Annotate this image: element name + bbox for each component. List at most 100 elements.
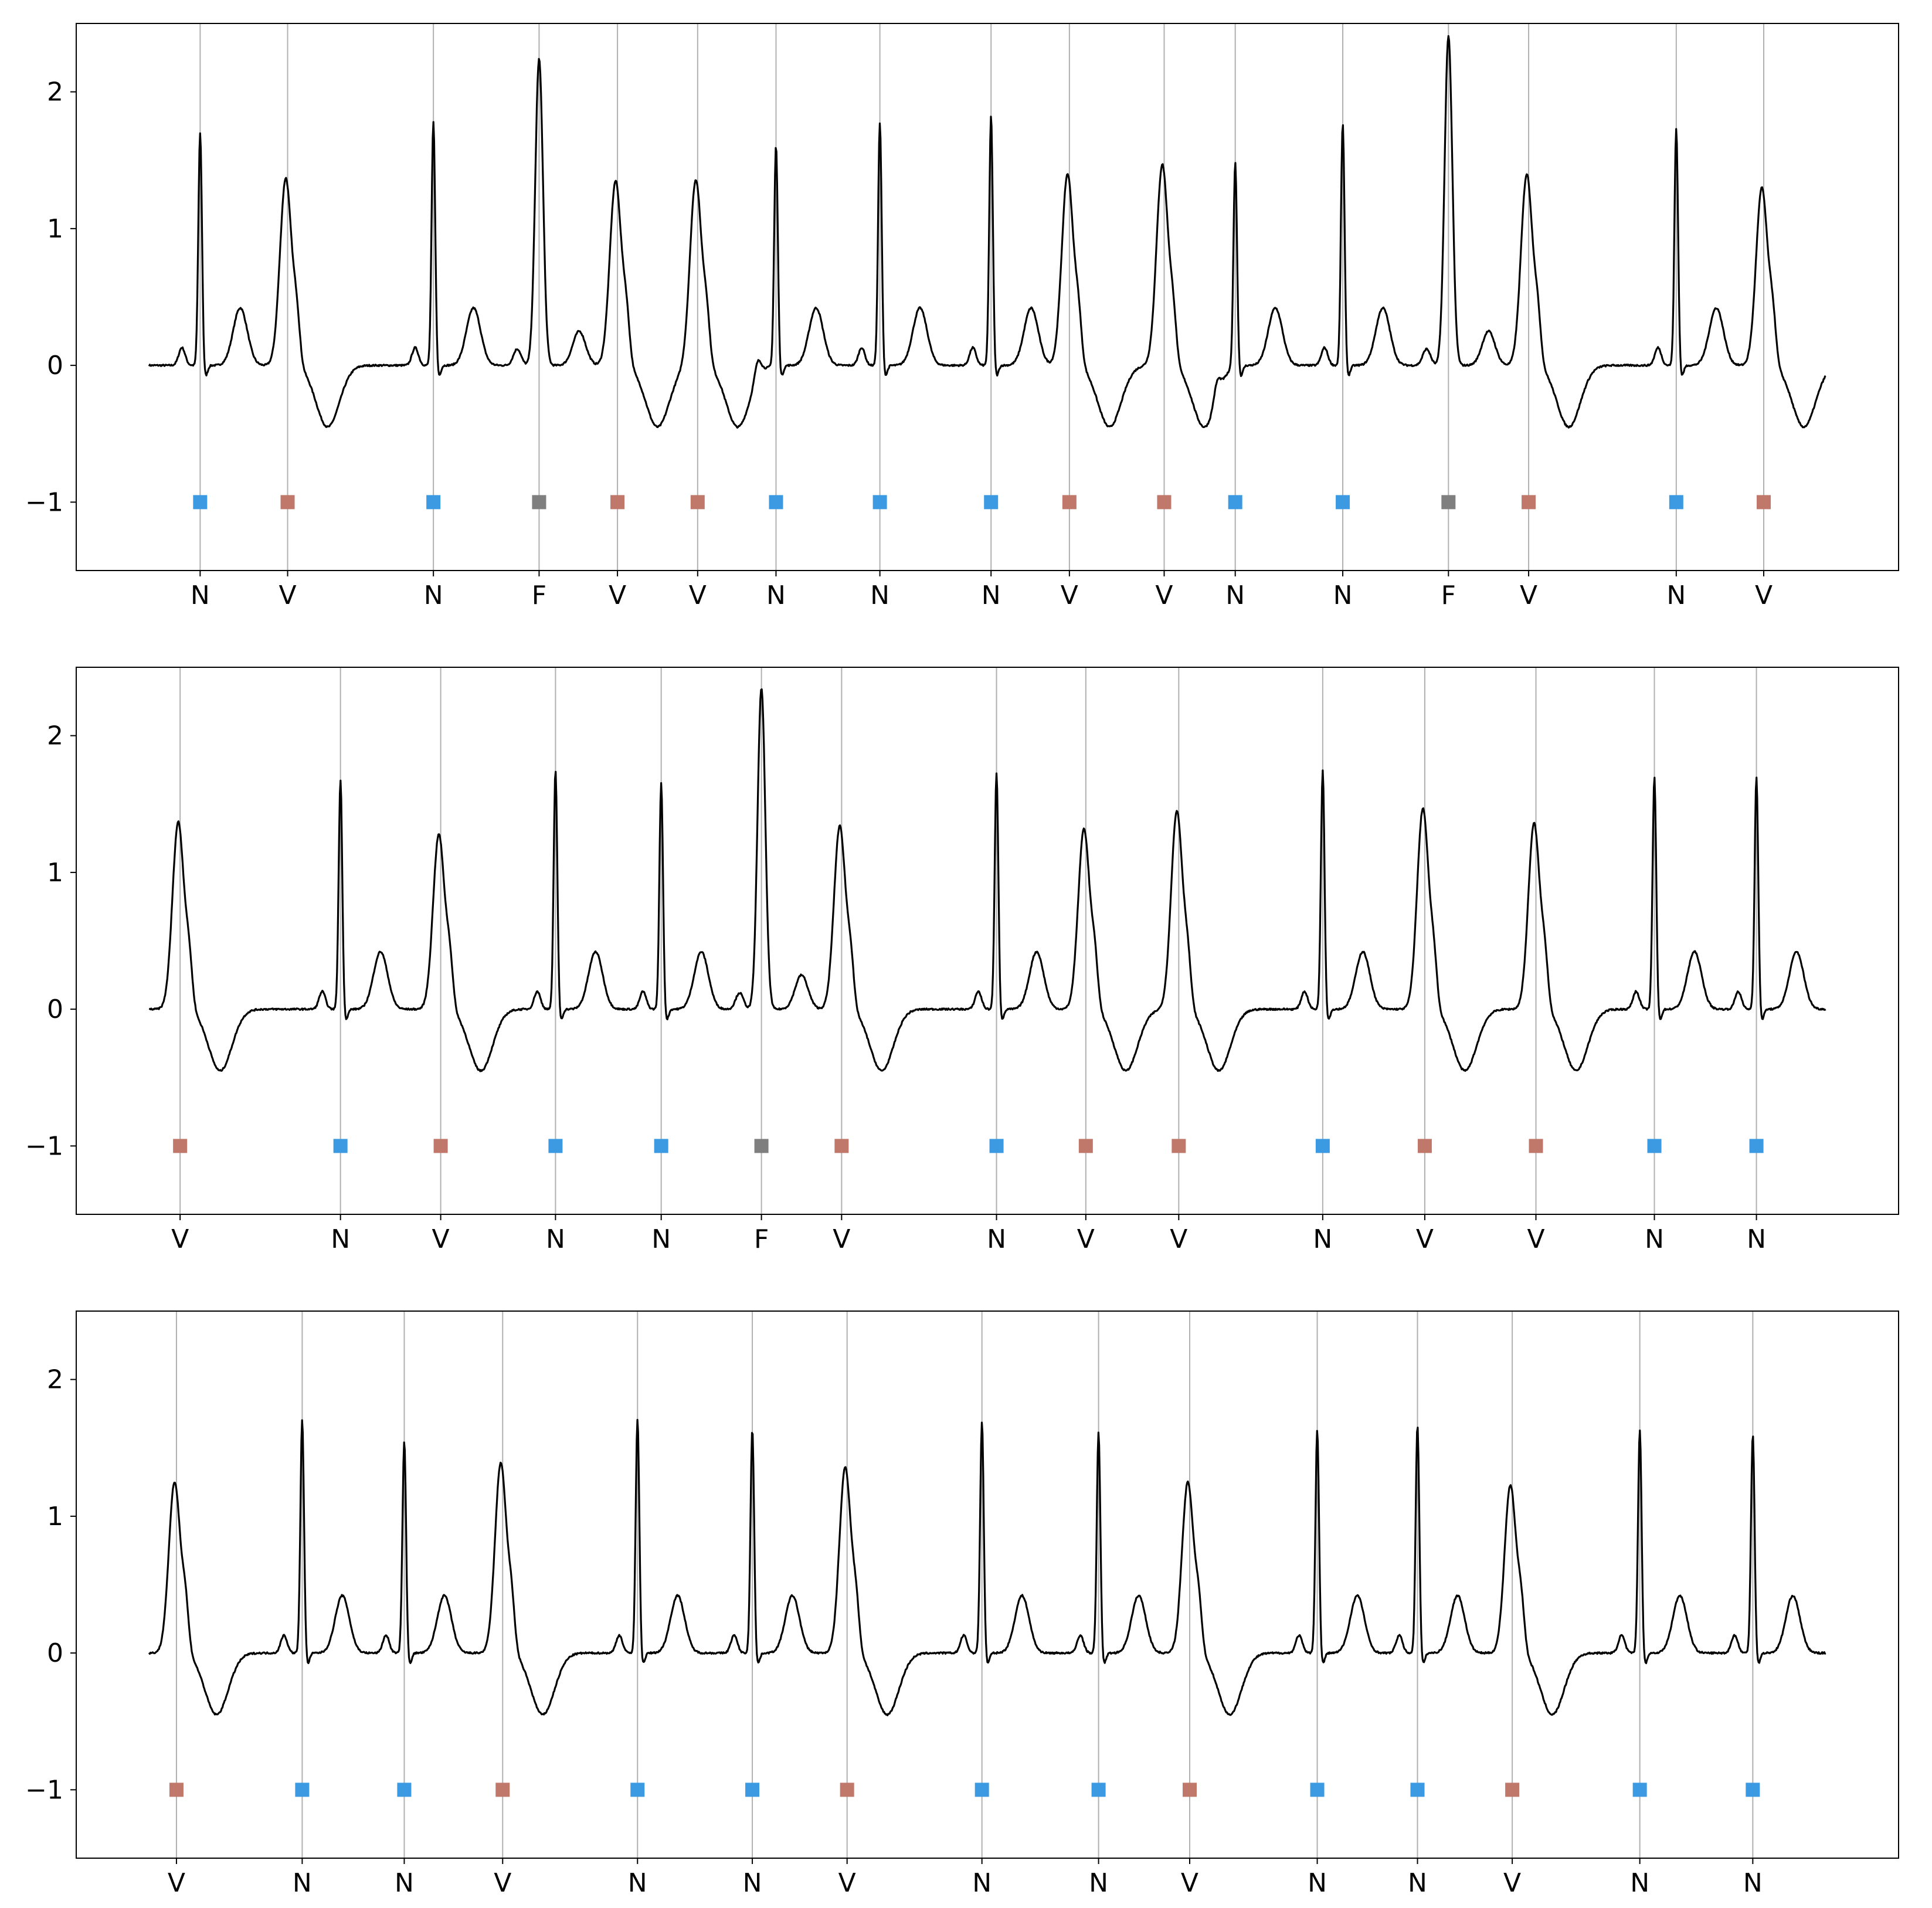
y-tick-label: 0 — [47, 351, 63, 381]
beat-marker-F — [532, 495, 546, 510]
beat-marker-N — [1410, 1783, 1425, 1797]
beat-label: N — [331, 1224, 350, 1254]
y-tick-label: 0 — [47, 1638, 63, 1668]
beat-marker-V — [169, 1783, 184, 1797]
ecg-panel-1: −1 0 1 2 N V N F V V N N N V V N N F V N V — [25, 23, 1899, 610]
beat-label: V — [432, 1224, 450, 1254]
beat-label: V — [1061, 580, 1078, 610]
beat-marker-V — [610, 495, 625, 510]
axes-frame — [76, 23, 1899, 571]
beat-label: N — [870, 580, 889, 610]
beat-label: V — [171, 1224, 189, 1254]
beat-marker-N — [1228, 495, 1242, 510]
beat-marker-N — [1647, 1139, 1662, 1153]
beat-marker-N — [295, 1783, 310, 1797]
beat-label: N — [293, 1868, 312, 1898]
beat-marker-N — [1336, 495, 1350, 510]
beat-marker-V — [1182, 1783, 1197, 1797]
beat-marker-N — [872, 495, 887, 510]
beat-marker-V — [1522, 495, 1536, 510]
beat-marker-V — [495, 1783, 510, 1797]
ecg-trace — [148, 1418, 1826, 1716]
beat-label: V — [1170, 1224, 1187, 1254]
beat-marker-N — [984, 495, 999, 510]
beat-label: N — [972, 1868, 992, 1898]
beat-label: V — [838, 1868, 856, 1898]
beat-label: N — [1308, 1868, 1327, 1898]
beat-label: V — [1755, 580, 1773, 610]
beat-label: N — [1630, 1868, 1649, 1898]
beat-label: V — [1155, 580, 1173, 610]
y-tick-label: 2 — [47, 721, 63, 751]
beat-marker-N — [1091, 1783, 1106, 1797]
beat-marker-N — [654, 1139, 668, 1153]
y-tick-label: 1 — [47, 1502, 63, 1532]
beat-marker-V — [280, 495, 295, 510]
beat-label: N — [395, 1868, 414, 1898]
beat-label: N — [743, 1868, 762, 1898]
beat-label: N — [766, 580, 786, 610]
beat-label: N — [1743, 1868, 1763, 1898]
beat-marker-V — [1078, 1139, 1093, 1153]
beat-label: N — [1225, 580, 1245, 610]
beat-label: V — [689, 580, 707, 610]
beat-marker-N — [1749, 1139, 1764, 1153]
beat-marker-N — [426, 495, 441, 510]
beat-label: F — [1441, 580, 1456, 610]
beat-marker-V — [173, 1139, 188, 1153]
beat-label: N — [1408, 1868, 1427, 1898]
y-tick-label: 2 — [47, 77, 63, 107]
beat-label: N — [628, 1868, 647, 1898]
beat-label: N — [1747, 1224, 1766, 1254]
beat-label: V — [168, 1868, 185, 1898]
beat-marker-N — [745, 1783, 760, 1797]
beat-marker-F — [754, 1139, 769, 1153]
y-tick-label: 0 — [47, 994, 63, 1024]
beat-label: V — [1181, 1868, 1198, 1898]
beat-label: N — [1333, 580, 1353, 610]
ecg-panel-2: −1 0 1 2 V N V N N F V N V V N V V N N — [25, 667, 1899, 1254]
beat-marker-N — [1632, 1783, 1647, 1797]
beat-label: N — [1313, 1224, 1332, 1254]
beat-marker-V — [1172, 1139, 1186, 1153]
beat-marker-V — [1157, 495, 1172, 510]
beat-marker-V — [1417, 1139, 1432, 1153]
beat-label: V — [833, 1224, 850, 1254]
ecg-trace — [148, 35, 1826, 429]
beat-marker-V — [433, 1139, 448, 1153]
beat-marker-N — [1315, 1139, 1330, 1153]
y-tick-label: 2 — [47, 1365, 63, 1395]
beat-marker-N — [548, 1139, 563, 1153]
beat-marker-N — [193, 495, 208, 510]
beat-label: V — [609, 580, 626, 610]
beat-label: V — [279, 580, 296, 610]
beat-label: N — [424, 580, 443, 610]
y-tick-label: −1 — [25, 1131, 63, 1161]
ecg-trace — [148, 688, 1826, 1072]
beat-label: N — [1089, 1868, 1108, 1898]
beat-label: F — [754, 1224, 769, 1254]
beat-label: N — [1666, 580, 1686, 610]
beat-label: N — [191, 580, 210, 610]
beat-marker-N — [989, 1139, 1004, 1153]
y-tick-label: −1 — [25, 1775, 63, 1805]
beat-label: V — [494, 1868, 511, 1898]
beat-marker-N — [1310, 1783, 1325, 1797]
beat-label: V — [1077, 1224, 1095, 1254]
beat-label: V — [1416, 1224, 1434, 1254]
beat-marker-V — [840, 1783, 854, 1797]
beat-marker-N — [975, 1783, 989, 1797]
axes-frame — [76, 1311, 1899, 1859]
beat-marker-V — [1505, 1783, 1520, 1797]
beat-marker-N — [333, 1139, 348, 1153]
beat-marker-V — [1757, 495, 1771, 510]
beat-marker-N — [1669, 495, 1683, 510]
beat-marker-N — [769, 495, 783, 510]
beat-marker-V — [1062, 495, 1077, 510]
y-tick-label: −1 — [25, 487, 63, 517]
beat-label: F — [532, 580, 546, 610]
beat-marker-N — [1746, 1783, 1760, 1797]
y-tick-label: 1 — [47, 214, 63, 244]
ecg-panel-3: −1 0 1 2 V N N V N N V N N V N N V N N — [25, 1311, 1899, 1898]
